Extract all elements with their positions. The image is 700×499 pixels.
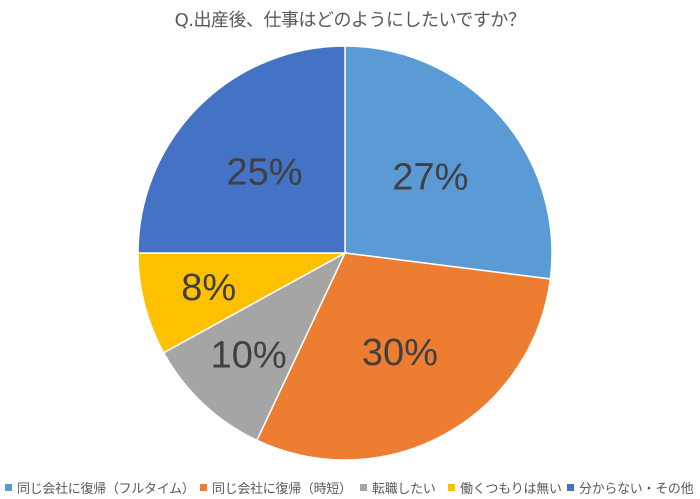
- legend-item-fulltime: 同じ会社に復帰（フルタイム）: [5, 478, 195, 497]
- pie-data-labels: 27% 30% 10% 8% 25%: [181, 151, 468, 376]
- legend-label: 分からない・その他: [579, 482, 694, 497]
- chart-legend: 同じ会社に復帰（フルタイム） 同じ会社に復帰（時短） 転職したい 働くつもりは無…: [0, 478, 700, 497]
- pie-slices: [137, 45, 553, 461]
- pie-slice-not-working: [137, 252, 346, 354]
- legend-label: 働くつもりは無い: [460, 482, 562, 497]
- data-label-other: 25%: [226, 151, 302, 193]
- legend-marker: [5, 484, 12, 491]
- legend-marker: [360, 484, 367, 491]
- pie-slice-change-job: [162, 251, 347, 442]
- pie-slice-shorttime: [255, 252, 552, 461]
- legend-marker: [567, 484, 574, 491]
- data-label-shorttime: 30%: [362, 332, 438, 374]
- legend-item-other: 分からない・その他: [567, 478, 694, 497]
- data-label-not-working: 8%: [181, 267, 236, 309]
- legend-label: 同じ会社に復帰（フルタイム）: [17, 482, 195, 497]
- legend-label: 転職したい: [372, 482, 436, 497]
- legend-item-not-working: 働くつもりは無い: [448, 478, 562, 497]
- legend-item-shorttime: 同じ会社に復帰（時短）: [200, 478, 352, 497]
- data-label-change-job: 10%: [211, 335, 287, 377]
- legend-marker: [200, 484, 207, 491]
- pie-slice-other: [137, 45, 346, 254]
- chart-title: Q.出産後、仕事はどのようにしたいですか？: [174, 10, 526, 31]
- legend-marker: [448, 484, 455, 491]
- data-label-fulltime: 27%: [392, 157, 468, 199]
- pie-chart: 27% 30% 10% 8% 25%: [137, 45, 553, 461]
- legend-item-change-job: 転職したい: [360, 478, 436, 497]
- legend-label: 同じ会社に復帰（時短）: [212, 482, 352, 497]
- pie-slice-fulltime: [344, 45, 553, 280]
